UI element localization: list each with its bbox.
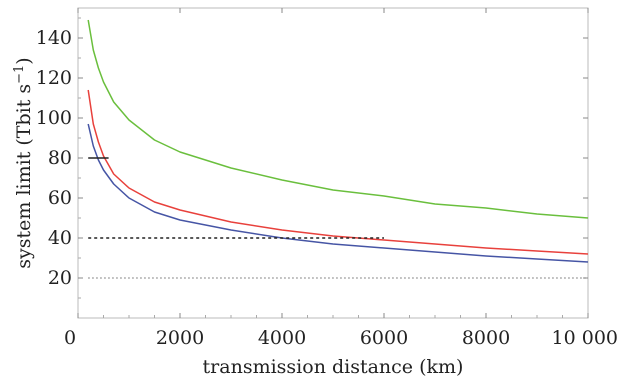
x-tick-label: 8000 bbox=[462, 327, 510, 349]
y-tick-label: 20 bbox=[48, 267, 72, 289]
x-tick-label: 2000 bbox=[156, 327, 204, 349]
plot-frame bbox=[77, 7, 589, 319]
series-line-3 bbox=[87, 123, 589, 263]
y-axis-label-sup: −1 bbox=[12, 65, 27, 84]
y-axis-label-close: ) bbox=[13, 57, 35, 64]
y-tick-label: 120 bbox=[36, 67, 72, 89]
series-line-2 bbox=[87, 89, 589, 255]
y-axis-label: system limit (Tbit s−1) bbox=[12, 57, 35, 268]
tick-labels: 0 2000 4000 6000 8000 10 000 20 40 60 80 100 120 140 bbox=[36, 27, 618, 349]
x-tick-label: 0 bbox=[64, 327, 76, 349]
y-tick-label: 100 bbox=[36, 107, 72, 129]
y-axis-label-main: system limit (Tbit s bbox=[13, 84, 35, 269]
y-tick-label: 80 bbox=[48, 147, 72, 169]
x-axis-label: transmission distance (km) bbox=[203, 356, 464, 378]
series-group bbox=[87, 19, 589, 279]
series-line-1 bbox=[87, 19, 589, 219]
y-tick-label: 140 bbox=[36, 27, 72, 49]
x-tick-label: 4000 bbox=[258, 327, 306, 349]
x-tick-label: 6000 bbox=[360, 327, 408, 349]
axis-ticks bbox=[77, 8, 589, 318]
x-tick-label: 10 000 bbox=[552, 327, 618, 349]
y-tick-label: 60 bbox=[48, 187, 72, 209]
y-tick-label: 40 bbox=[48, 227, 72, 249]
